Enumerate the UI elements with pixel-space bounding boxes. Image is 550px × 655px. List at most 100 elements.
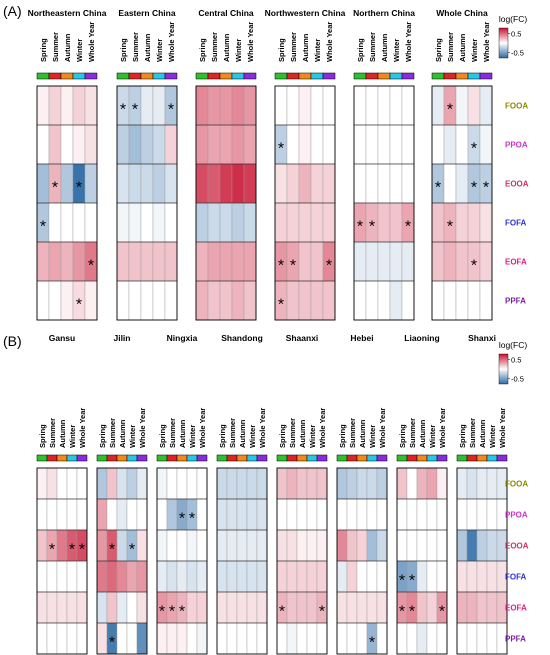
heatmap-cell <box>207 202 221 243</box>
legend-tick-label: -0.5 <box>511 48 524 57</box>
heatmap-cell <box>226 467 238 500</box>
heatmap-cell <box>376 560 388 593</box>
heatmap-cell <box>396 467 408 500</box>
group-title: Eastern China <box>118 8 175 18</box>
heatmap-cell <box>140 163 154 204</box>
significance-star: * <box>471 180 477 197</box>
heatmap-cell <box>116 622 128 655</box>
significance-star: * <box>40 219 46 236</box>
heatmap-cell <box>310 202 324 243</box>
heatmap-group: Jilin Spring Summer Autumn Winter Whole Year *… <box>96 333 148 655</box>
heatmap-cell <box>416 560 428 593</box>
column-tick-label: Winter <box>488 425 497 448</box>
heatmap-cell <box>406 529 418 562</box>
heatmap-cell <box>286 202 300 243</box>
group-title: Jilin <box>113 333 130 343</box>
heatmap-cell <box>377 85 391 126</box>
heatmap-cell <box>176 560 188 593</box>
heatmap-cell <box>356 560 368 593</box>
heatmap-cell <box>243 163 257 204</box>
heatmap-cell <box>426 529 438 562</box>
heatmap-cell <box>366 591 378 624</box>
heatmap-cell <box>365 124 379 165</box>
heatmap-cell <box>72 85 86 126</box>
column-tick-label: Winter <box>188 425 197 448</box>
significance-star: * <box>278 297 284 314</box>
heatmap-cell <box>106 591 118 624</box>
heatmap-cell <box>476 622 488 655</box>
heatmap-cell <box>36 280 50 321</box>
heatmap-cell <box>456 498 468 531</box>
heatmap-cell <box>256 560 268 593</box>
heatmap-cell <box>476 498 488 531</box>
significance-star: * <box>279 604 285 621</box>
heatmap-cell <box>48 85 62 126</box>
heatmap-cell <box>46 560 58 593</box>
heatmap-cell <box>436 560 448 593</box>
heatmap-cell <box>219 124 233 165</box>
heatmap-cell <box>356 498 368 531</box>
heatmap-cell <box>56 622 68 655</box>
heatmap-cell <box>356 529 368 562</box>
heatmap-cell <box>416 467 428 500</box>
heatmap-cell <box>467 280 481 321</box>
heatmap-cell <box>36 241 50 282</box>
heatmap-cell <box>166 529 178 562</box>
heatmap-cell <box>66 560 78 593</box>
heatmap-cell <box>195 163 209 204</box>
heatmap-cell <box>286 163 300 204</box>
heatmap-cell <box>353 163 367 204</box>
column-tick-label: Whole Year <box>438 408 447 448</box>
heatmap-cell <box>207 124 221 165</box>
heatmap-cell <box>455 241 469 282</box>
heatmap-cell <box>431 85 445 126</box>
heatmap-cell <box>236 622 248 655</box>
heatmap-cell <box>231 241 245 282</box>
heatmap-cell <box>353 124 367 165</box>
heatmap-cell <box>36 467 48 500</box>
heatmap-cell <box>276 560 288 593</box>
heatmap-cell <box>336 498 348 531</box>
season-color-cell <box>396 454 408 462</box>
heatmap-cell <box>76 591 88 624</box>
heatmap-cell <box>306 560 318 593</box>
heatmap-cell <box>274 163 288 204</box>
heatmap-cell <box>256 622 268 655</box>
column-tick-label: Winter <box>68 425 77 448</box>
season-color-cell <box>316 454 328 462</box>
season-color-cell <box>486 454 498 462</box>
column-tick-label: Whole Year <box>167 22 176 62</box>
heatmap-cell <box>296 591 308 624</box>
heatmap-cell <box>306 467 318 500</box>
season-color-cell <box>246 454 258 462</box>
heatmap-cell <box>116 498 128 531</box>
significance-star: * <box>168 102 174 119</box>
heatmap-cell <box>236 467 248 500</box>
heatmap-cell <box>276 467 288 500</box>
season-color-cell <box>219 72 233 80</box>
season-color-cell <box>60 72 74 80</box>
column-tick-label: Whole Year <box>498 408 507 448</box>
column-tick-label: Summer <box>108 418 117 448</box>
heatmap-cell <box>356 467 368 500</box>
heatmap-frame <box>456 467 508 655</box>
season-color-cell <box>416 454 428 462</box>
column-tick-label: Winter <box>75 39 84 62</box>
heatmap-cell <box>276 622 288 655</box>
season-color-cell <box>152 72 166 80</box>
heatmap-cell <box>196 560 208 593</box>
season-color-cell <box>226 454 238 462</box>
heatmap-cell <box>116 124 130 165</box>
heatmap-cell <box>231 85 245 126</box>
column-tick-label: Summer <box>288 418 297 448</box>
heatmap-cell <box>286 529 298 562</box>
heatmap-cell <box>166 498 178 531</box>
season-color-cell <box>76 454 88 462</box>
heatmap-group: Gansu Spring Summer Autumn Winter Whole Year *… <box>36 333 88 655</box>
heatmap-cell <box>156 622 168 655</box>
heatmap-cell <box>216 529 228 562</box>
heatmap-cell <box>455 124 469 165</box>
heatmap-cell <box>164 163 178 204</box>
heatmap-cell <box>66 622 78 655</box>
